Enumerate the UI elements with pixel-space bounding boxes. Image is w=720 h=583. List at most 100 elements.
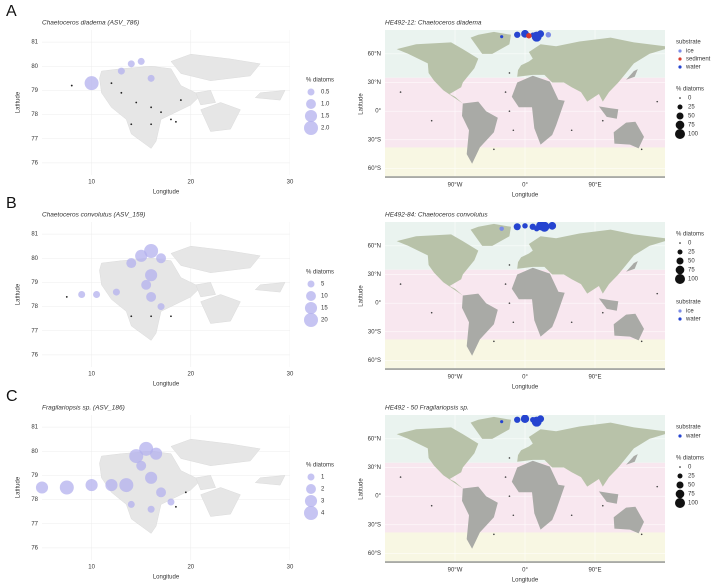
- sample-point: [119, 478, 134, 493]
- continent: [511, 460, 565, 530]
- sample-point: [508, 302, 511, 304]
- legend-symbol: [677, 473, 683, 479]
- island: [254, 475, 286, 486]
- land: [385, 31, 665, 178]
- sample-point: [508, 495, 511, 497]
- sample-point: [110, 82, 113, 85]
- sample-point: [117, 67, 125, 75]
- legend-label: 2: [321, 487, 325, 493]
- legend-label: sediment: [686, 57, 711, 63]
- y-tick-label: 78: [31, 304, 38, 310]
- axis-label: Latitude: [359, 285, 365, 307]
- legend-symbol: [306, 99, 316, 109]
- sample-point: [126, 258, 137, 269]
- continent: [613, 506, 644, 534]
- sample-point: [160, 111, 162, 114]
- points: [399, 415, 659, 536]
- legend-label: 50: [688, 483, 695, 489]
- sample-point: [130, 123, 133, 126]
- continent: [396, 427, 479, 489]
- legend-label: 1.0: [321, 102, 330, 108]
- island: [200, 102, 241, 132]
- sample-point: [500, 420, 504, 424]
- axis-label: Longitude: [512, 578, 539, 583]
- sample-point: [145, 269, 158, 282]
- sample-point: [135, 101, 138, 104]
- legend-symbol: [676, 257, 684, 265]
- x-tick-label: 90°W: [448, 183, 463, 189]
- sample-point: [112, 288, 120, 296]
- legend-symbol: [679, 97, 681, 99]
- sample-point: [170, 118, 172, 121]
- sample-point: [601, 311, 604, 314]
- land: [99, 438, 286, 534]
- legend-symbol: [678, 57, 682, 61]
- island: [254, 90, 286, 101]
- sample-point: [120, 91, 123, 94]
- x-tick-label: 30: [287, 565, 294, 571]
- x-tick-label: 30: [287, 372, 294, 378]
- legend-label: 75: [688, 123, 695, 129]
- sample-point: [141, 279, 152, 290]
- axis-label: Longitude: [153, 575, 180, 581]
- y-tick-label: 30°N: [368, 465, 381, 471]
- sample-point: [70, 84, 73, 87]
- legend-label: 100: [688, 132, 699, 138]
- legend-symbol: [306, 291, 316, 301]
- sample-point: [500, 35, 504, 39]
- island: [170, 53, 261, 81]
- sample-point: [508, 457, 511, 459]
- x-tick-label: 0°: [522, 375, 528, 381]
- sample-point: [144, 244, 159, 258]
- legend-label: 25: [688, 474, 695, 480]
- sample-point: [570, 129, 573, 132]
- sample-point: [493, 533, 495, 536]
- sample-point: [430, 311, 433, 314]
- sample-point: [127, 60, 135, 68]
- sample-point: [145, 471, 158, 484]
- continent: [462, 486, 498, 549]
- sample-point: [601, 119, 604, 122]
- sample-point: [504, 283, 507, 285]
- continent: [385, 368, 665, 370]
- y-tick-label: 30°S: [368, 522, 381, 528]
- legend-symbol: [677, 104, 683, 110]
- x-tick-label: 10: [88, 565, 95, 571]
- land: [99, 53, 286, 149]
- x-tick-label: 90°W: [448, 568, 463, 574]
- sample-point: [150, 123, 153, 126]
- map-title: Chaetoceros convolutus (ASV_159): [42, 212, 145, 219]
- sample-point: [156, 253, 166, 264]
- legend-symbol: [675, 120, 685, 130]
- sample-point: [84, 76, 99, 91]
- continent: [598, 106, 619, 119]
- legend-title: % diatoms: [306, 463, 334, 469]
- y-tick-label: 0°: [375, 494, 381, 500]
- sample-point: [570, 514, 573, 517]
- y-tick-label: 30°S: [368, 329, 381, 335]
- island: [200, 294, 241, 324]
- sample-point: [430, 119, 433, 122]
- sample-point: [35, 481, 49, 494]
- points: [399, 222, 659, 343]
- legend-symbol: [675, 274, 685, 284]
- sample-point: [520, 415, 530, 424]
- sample-point: [93, 291, 101, 298]
- legend-label: 1: [321, 475, 325, 481]
- y-tick-label: 30°S: [368, 137, 381, 143]
- y-tick-label: 30°N: [368, 80, 381, 86]
- sample-point: [139, 441, 154, 456]
- x-tick-label: 90°E: [588, 568, 601, 574]
- legend-label: 100: [688, 501, 699, 507]
- continent: [462, 101, 498, 164]
- land: [385, 416, 665, 563]
- sample-point: [522, 223, 528, 229]
- legend-title: % diatoms: [676, 456, 704, 462]
- y-tick-label: 76: [31, 160, 38, 166]
- y-tick-label: 79: [31, 473, 38, 479]
- legend-label: 0.5: [321, 90, 330, 96]
- sample-point: [526, 32, 532, 39]
- sample-point: [146, 291, 157, 302]
- sample-point: [157, 303, 165, 311]
